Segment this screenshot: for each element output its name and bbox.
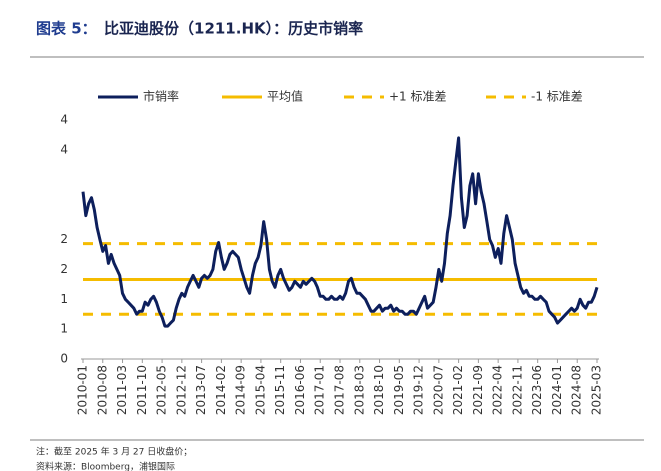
- y-tick-label: 2: [60, 232, 68, 246]
- series-line: [81, 136, 599, 328]
- x-tick-label: 2016-06: [293, 365, 307, 415]
- x-tick-label: 2014-09: [234, 365, 248, 415]
- x-tick-label: 2019-12: [412, 365, 426, 415]
- x-tick-label: 2017-08: [333, 365, 347, 415]
- x-tick-label: 2021-09: [471, 365, 485, 415]
- x-tick-label: 2010-08: [95, 365, 109, 415]
- y-tick-label: 4: [60, 142, 68, 156]
- figure-label: 图表 5：: [36, 20, 97, 38]
- legend-label: +1 标准差: [389, 90, 447, 104]
- x-tick-label: 2012-05: [155, 365, 169, 415]
- x-tick-label: 2018-03: [352, 365, 366, 415]
- x-tick-label: 2015-04: [253, 365, 267, 415]
- x-tick-label: 2011-10: [135, 365, 149, 415]
- x-tick-label: 2023-06: [530, 365, 544, 415]
- x-tick-label: 2012-12: [174, 365, 188, 415]
- x-tick-label: 2024-01: [550, 365, 564, 415]
- y-tick-label: 0: [60, 352, 68, 366]
- y-tick-label: 1: [60, 322, 68, 336]
- x-tick-label: 2018-10: [372, 365, 386, 415]
- note: 注：截至 2025 年 3 月 27 日收盘价；: [36, 446, 192, 458]
- source: 资料来源：Bloomberg，浦银国际: [36, 461, 175, 471]
- legend-label: 市销率: [143, 89, 179, 104]
- x-tick-label: 2025-03: [590, 365, 604, 415]
- x-tick-label: 2021-02: [451, 365, 465, 415]
- x-tick-label: 2024-08: [570, 365, 584, 415]
- x-tick-label: 2017-01: [313, 365, 327, 415]
- x-tick-label: 2020-07: [431, 365, 445, 415]
- chart-title: 比亚迪股份（1211.HK）：历史市销率: [104, 20, 363, 38]
- x-tick-label: 2015-11: [273, 365, 287, 415]
- x-tick-label: 2011-03: [115, 365, 129, 415]
- x-tick-label: 2019-05: [392, 365, 406, 415]
- y-tick-label: 1: [60, 292, 68, 306]
- x-tick-label: 2010-01: [76, 365, 90, 415]
- x-tick-label: 2014-02: [214, 365, 228, 415]
- y-tick-label: 4: [60, 113, 68, 127]
- legend-label: 平均值: [267, 89, 303, 104]
- y-tick-label: 2: [60, 262, 68, 276]
- x-tick-label: 2022-04: [491, 365, 505, 415]
- x-tick-label: 2022-11: [510, 365, 524, 415]
- x-tick-label: 2013-07: [194, 365, 208, 415]
- legend-label: -1 标准差: [531, 90, 583, 104]
